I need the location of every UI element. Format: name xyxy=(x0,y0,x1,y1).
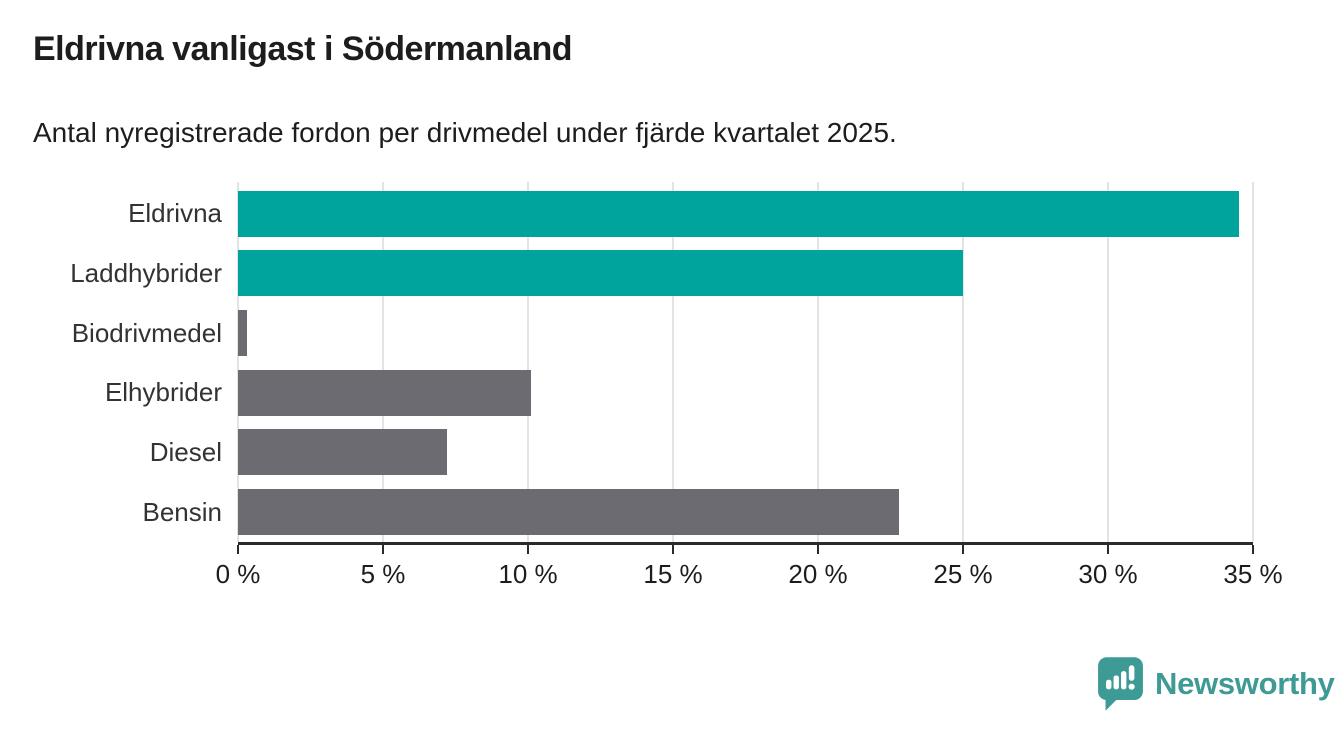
x-axis-tick-label-5: 5 % xyxy=(360,559,406,589)
newsworthy-bar-chart-bubble-icon xyxy=(1098,657,1143,711)
gridline-20 xyxy=(816,182,819,542)
exclamation-stem xyxy=(1128,665,1135,681)
chart-title: Eldrivna vanligast i Södermanland xyxy=(33,30,573,68)
mini-bar-2 xyxy=(1113,675,1119,690)
bar-row-diesel xyxy=(238,423,1253,483)
category-axis: Eldrivna Laddhybrider Biodrivmedel Elhybrid… xyxy=(0,184,222,542)
bar-row-bensin xyxy=(238,482,1253,542)
bar-row-biodrivmedel xyxy=(238,303,1253,363)
x-axis-tick-10 xyxy=(526,545,529,554)
bar-bensin xyxy=(238,489,900,536)
gridline-5 xyxy=(381,182,384,542)
x-axis-tick-label-35: 35 % xyxy=(1223,559,1283,589)
x-axis-tick-20 xyxy=(816,545,819,554)
x-axis-tick-label-15: 15 % xyxy=(643,559,703,589)
mini-bar-1 xyxy=(1106,679,1112,690)
x-axis-tick-0 xyxy=(237,545,239,554)
plot-area xyxy=(237,182,1254,545)
bar-eldrivna xyxy=(238,190,1239,237)
x-axis-tick-35 xyxy=(1252,545,1254,554)
bar-row-elhybrider xyxy=(238,363,1253,423)
category-label-elhybrider: Elhybrider xyxy=(104,377,222,408)
gridline-30 xyxy=(1107,182,1109,542)
bar-elhybrider xyxy=(238,369,531,416)
category-label-eldrivna: Eldrivna xyxy=(128,198,222,229)
x-axis-tick-30 xyxy=(1107,545,1109,554)
bar-diesel xyxy=(238,429,447,476)
category-label-biodrivmedel: Biodrivmedel xyxy=(71,317,222,348)
gridline-0 xyxy=(237,182,239,542)
exclamation-dot xyxy=(1128,683,1135,690)
newsworthy-logo: Newsworthy xyxy=(1097,656,1335,712)
x-axis-tick-5 xyxy=(381,545,384,554)
x-axis-tick-label-30: 30 % xyxy=(1078,559,1138,589)
bar-row-eldrivna xyxy=(238,184,1253,244)
category-label-diesel: Diesel xyxy=(149,436,222,467)
x-axis-tick-label-0: 0 % xyxy=(215,559,261,589)
x-axis-tick-label-10: 10 % xyxy=(498,559,558,589)
gridline-25 xyxy=(962,182,964,542)
gridline-35 xyxy=(1252,182,1254,542)
bar-biodrivmedel xyxy=(238,310,247,357)
mini-bar-3 xyxy=(1121,671,1127,690)
category-label-bensin: Bensin xyxy=(142,496,223,527)
bar-row-laddhybrider xyxy=(238,244,1253,304)
gridline-15 xyxy=(672,182,674,542)
speech-bubble-shape xyxy=(1098,657,1143,711)
x-axis: 0 % 5 % 10 % 15 % 20 % 25 % 30 % 35 % xyxy=(216,545,1283,595)
category-label-laddhybrider: Laddhybrider xyxy=(70,257,222,288)
chart-subtitle: Antal nyregistrerade fordon per drivmede… xyxy=(33,117,897,148)
gridline-10 xyxy=(526,182,529,542)
x-axis-tick-label-20: 20 % xyxy=(788,559,848,589)
x-axis-tick-label-25: 25 % xyxy=(933,559,993,589)
bar-laddhybrider xyxy=(238,250,963,297)
x-axis-tick-15 xyxy=(672,545,674,554)
newsworthy-wordmark: Newsworthy xyxy=(1155,666,1335,701)
x-axis-tick-25 xyxy=(962,545,964,554)
